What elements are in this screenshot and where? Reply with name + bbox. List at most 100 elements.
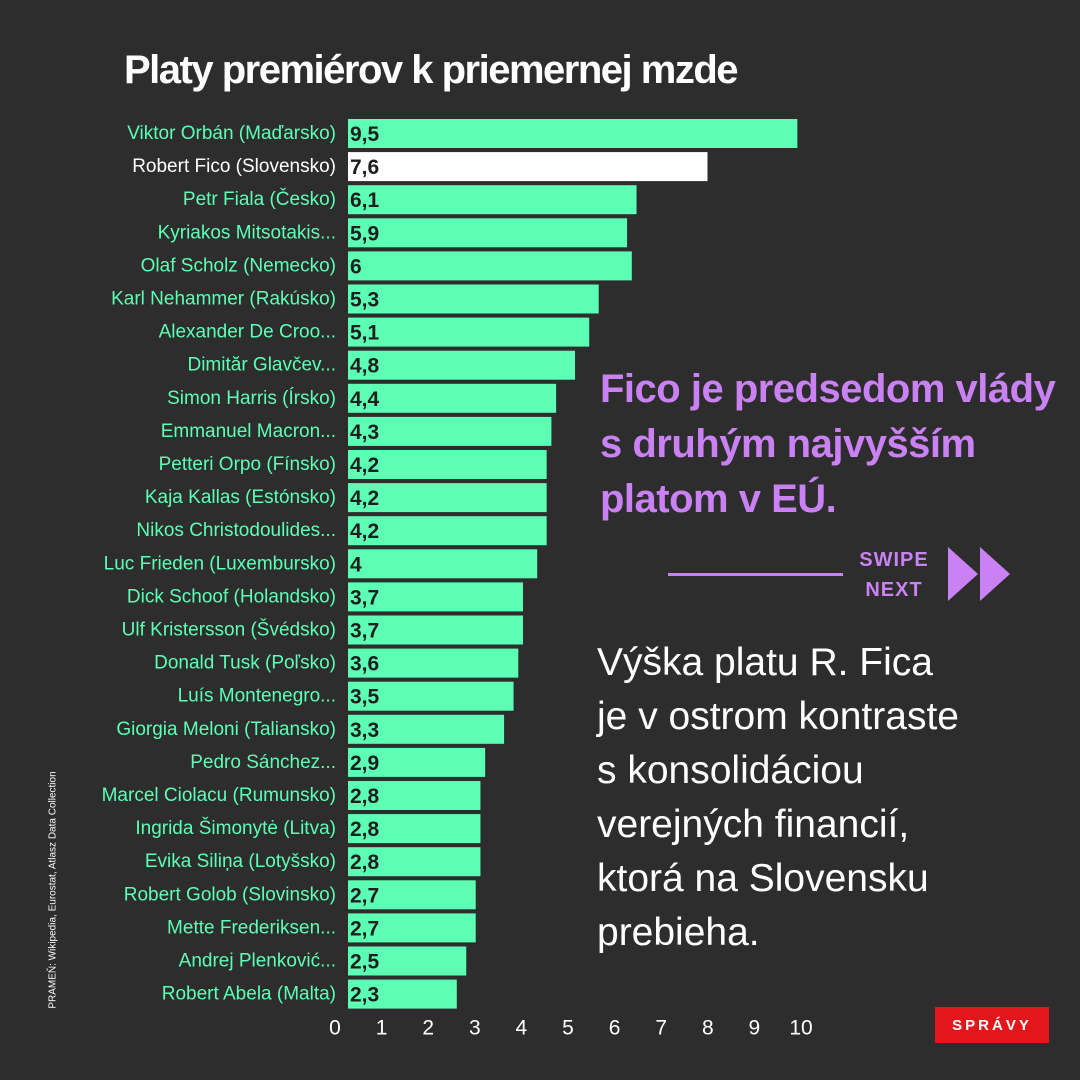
category-label: Olaf Scholz (Nemecko): [141, 255, 336, 276]
bar: [348, 450, 547, 479]
data-label: 4,2: [350, 487, 379, 510]
category-label: Petteri Orpo (Fínsko): [159, 454, 336, 475]
body-text-line: ktorá na Slovensku: [597, 857, 929, 900]
swipe-next-button[interactable]: SWIPE NEXT: [668, 543, 1013, 603]
bar: [348, 383, 557, 413]
bar: [348, 483, 547, 513]
bar: [348, 350, 576, 380]
data-label: 4,2: [350, 454, 379, 477]
category-label: Simon Harris (Írsko): [167, 388, 336, 409]
category-label: Andrej Plenković...: [179, 951, 336, 972]
x-tick-label: 3: [469, 1017, 481, 1040]
bar: [348, 648, 519, 678]
bar: [348, 880, 476, 910]
bar: [348, 185, 637, 215]
category-label: Evika Siliņa (Lotyšsko): [145, 851, 336, 872]
swipe-divider: [668, 573, 843, 576]
data-label: 2,8: [350, 785, 380, 808]
bar: [348, 549, 538, 579]
body-text-line: s konsolidáciou: [597, 749, 864, 792]
category-label: Pedro Sánchez...: [190, 752, 336, 773]
bar: [348, 152, 708, 182]
category-label: Dimităr Glavčev...: [187, 355, 336, 376]
chart-title: Platy premiérov k priemernej mzde: [124, 48, 739, 92]
bar: [348, 251, 632, 281]
data-label: 5,1: [350, 322, 380, 345]
category-label: Donald Tusk (Poľsko): [154, 653, 336, 674]
body-text-line: verejných financií,: [597, 803, 910, 846]
bar: [348, 747, 486, 777]
data-label: 3,7: [350, 620, 379, 643]
x-tick-label: 4: [516, 1017, 528, 1040]
data-label: 2,7: [350, 884, 379, 907]
category-label: Robert Fico (Slovensko): [132, 156, 336, 177]
body-text-line: Výška platu R. Fica: [597, 641, 933, 684]
x-tick-label: 9: [749, 1017, 761, 1040]
bar: [348, 979, 457, 1009]
data-label: 6: [350, 255, 362, 278]
x-tick-label: 6: [609, 1017, 621, 1040]
data-label: 5,9: [350, 222, 379, 245]
x-tick-label: 1: [376, 1017, 388, 1040]
category-label: Nikos Christodoulides...: [136, 520, 336, 541]
bar: [348, 416, 552, 446]
x-tick-label: 0: [329, 1017, 341, 1040]
data-label: 3,3: [350, 719, 379, 742]
swipe-label-line1: SWIPE: [859, 549, 929, 571]
data-label: 4,4: [350, 388, 380, 411]
bar: [348, 781, 481, 810]
bar: [348, 218, 628, 248]
bar: [348, 119, 798, 148]
body-text: Výška platu R. Fica je v ostrom kontrast…: [597, 636, 959, 960]
headline-line: platom v EÚ.: [600, 477, 837, 521]
data-label: 2,9: [350, 752, 379, 775]
source-note: PRAMEŇ: Wikipedia, Eurostat, Atlasz Data…: [47, 771, 59, 1009]
data-label: 4,2: [350, 520, 379, 543]
bar: [348, 615, 524, 645]
x-tick-label: 10: [789, 1017, 812, 1040]
category-label: Karl Nehammer (Rakúsko): [111, 289, 336, 310]
category-label: Alexander De Croo...: [159, 322, 336, 343]
data-label: 4: [350, 553, 362, 576]
data-label: 5,3: [350, 289, 379, 312]
bar: [348, 582, 524, 612]
data-label: 2,5: [350, 951, 380, 974]
data-label: 2,3: [350, 984, 379, 1007]
data-label: 4,8: [350, 355, 380, 378]
category-label: Viktor Orbán (Maďarsko): [127, 123, 336, 144]
swipe-label: SWIPE NEXT: [854, 545, 934, 605]
bar: [348, 946, 467, 976]
headline: Fico je predsedom vlády s druhým najvyšš…: [600, 362, 1056, 527]
x-tick-label: 7: [655, 1017, 667, 1040]
category-label: Emmanuel Macron...: [161, 421, 336, 442]
bar: [348, 284, 599, 314]
data-label: 2,7: [350, 917, 379, 940]
data-label: 2,8: [350, 818, 380, 841]
x-tick-label: 8: [702, 1017, 714, 1040]
category-label: Mette Frederiksen...: [167, 917, 336, 938]
x-tick-label: 2: [422, 1017, 434, 1040]
data-label: 3,7: [350, 586, 379, 609]
bar: [348, 317, 590, 347]
category-label: Kaja Kallas (Estónsko): [145, 487, 336, 508]
body-text-line: je v ostrom kontraste: [597, 695, 959, 738]
category-label: Giorgia Meloni (Taliansko): [116, 719, 336, 740]
data-label: 7,6: [350, 156, 379, 179]
bar: [348, 913, 476, 943]
data-label: 4,3: [350, 421, 379, 444]
category-label: Ingrida Šimonytė (Litva): [135, 817, 336, 839]
bar: [348, 681, 514, 711]
bar: [348, 516, 547, 546]
data-label: 2,8: [350, 851, 380, 874]
category-label: Robert Golob (Slovinsko): [124, 884, 336, 905]
data-label: 6,1: [350, 189, 380, 212]
x-tick-label: 5: [562, 1017, 574, 1040]
data-label: 3,5: [350, 686, 380, 709]
bar: [348, 847, 481, 877]
bar: [348, 714, 505, 744]
category-label: Petr Fiala (Česko): [183, 188, 336, 210]
category-label: Luís Montenegro...: [178, 686, 336, 707]
bar: [348, 814, 481, 844]
swipe-label-line2: NEXT: [865, 579, 923, 601]
